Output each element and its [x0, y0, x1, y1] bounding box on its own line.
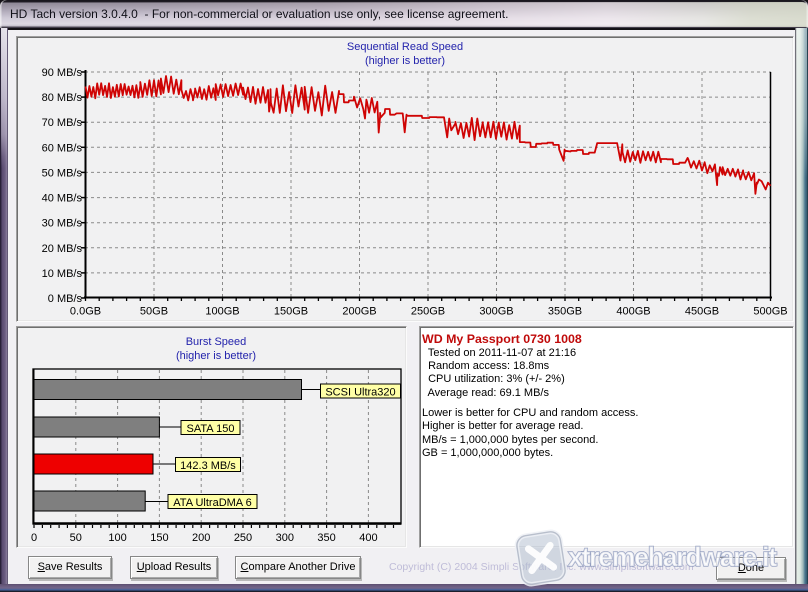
svg-text:100GB: 100GB: [205, 306, 239, 318]
svg-text:10 MB/s: 10 MB/s: [42, 268, 83, 280]
svg-text:150GB: 150GB: [274, 306, 308, 318]
svg-text:80 MB/s: 80 MB/s: [42, 92, 83, 104]
svg-text:0.0GB: 0.0GB: [70, 306, 101, 318]
svg-text:100: 100: [108, 532, 126, 544]
svg-text:60 MB/s: 60 MB/s: [42, 142, 83, 154]
svg-text:400: 400: [359, 532, 377, 544]
svg-text:50GB: 50GB: [140, 306, 168, 318]
svg-text:0 MB/s: 0 MB/s: [48, 293, 83, 305]
svg-text:150: 150: [150, 532, 168, 544]
svg-text:350GB: 350GB: [548, 306, 582, 318]
svg-text:400GB: 400GB: [616, 306, 650, 318]
svg-text:500GB: 500GB: [753, 306, 787, 318]
svg-text:300GB: 300GB: [479, 306, 513, 318]
svg-text:SATA 150: SATA 150: [187, 423, 235, 435]
svg-text:250: 250: [234, 532, 252, 544]
svg-text:250GB: 250GB: [411, 306, 445, 318]
svg-text:90 MB/s: 90 MB/s: [42, 67, 83, 79]
svg-text:350: 350: [317, 532, 335, 544]
svg-text:300: 300: [276, 532, 294, 544]
svg-text:30 MB/s: 30 MB/s: [42, 218, 83, 230]
svg-text:50: 50: [70, 532, 82, 544]
svg-text:SCSI Ultra320: SCSI Ultra320: [325, 387, 395, 399]
svg-text:40 MB/s: 40 MB/s: [42, 193, 83, 205]
svg-text:200GB: 200GB: [342, 306, 376, 318]
svg-text:20 MB/s: 20 MB/s: [42, 243, 83, 255]
svg-text:70 MB/s: 70 MB/s: [42, 117, 83, 129]
svg-text:142.3 MB/s: 142.3 MB/s: [180, 460, 236, 472]
svg-text:ATA UltraDMA 6: ATA UltraDMA 6: [173, 497, 251, 509]
svg-text:450GB: 450GB: [685, 306, 719, 318]
svg-text:xtremehardware.it: xtremehardware.it: [568, 542, 777, 572]
svg-text:200: 200: [192, 532, 210, 544]
svg-text:50 MB/s: 50 MB/s: [42, 167, 83, 179]
svg-text:0: 0: [31, 532, 37, 544]
